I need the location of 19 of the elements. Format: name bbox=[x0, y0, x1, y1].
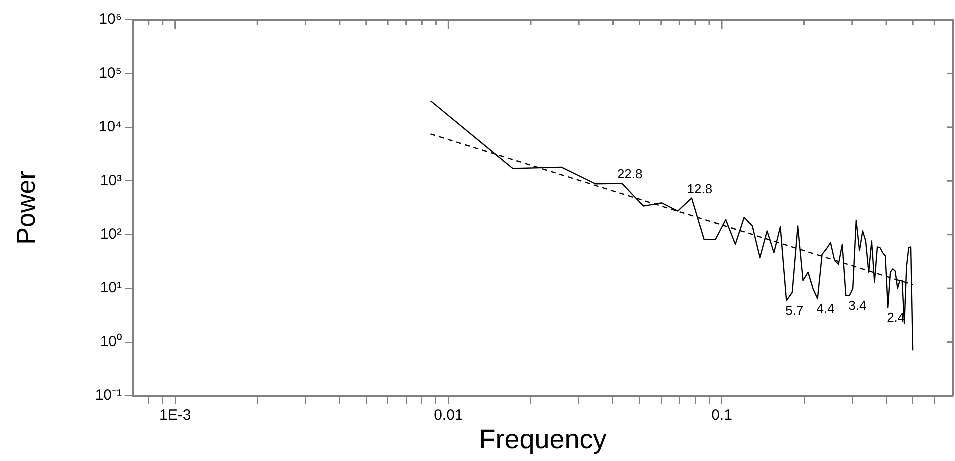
annotation: 5.7 bbox=[786, 302, 804, 318]
y-tick-label: 10⁴ bbox=[98, 118, 122, 136]
x-tick-label: 0.1 bbox=[712, 407, 732, 424]
x-tick-label: 0.01 bbox=[434, 407, 464, 424]
y-tick-label: 10⁵ bbox=[99, 64, 122, 82]
annotation: 3.4 bbox=[848, 298, 867, 313]
x-tick-label: 1E-3 bbox=[159, 407, 192, 424]
y-tick-label: 10⁰ bbox=[100, 333, 122, 350]
y-tick-label: 10⁶ bbox=[99, 11, 122, 28]
y-tick-label: 10⁻¹ bbox=[95, 387, 122, 404]
y-tick-label: 10² bbox=[100, 226, 122, 243]
y-axis-title: Power bbox=[10, 170, 41, 245]
y-tick-label: 10¹ bbox=[100, 280, 122, 297]
y-tick-label: 10³ bbox=[100, 172, 122, 190]
annotation: 22.8 bbox=[617, 166, 643, 182]
annotation: 4.4 bbox=[816, 301, 835, 316]
annotation: 12.8 bbox=[687, 181, 713, 196]
x-axis-title: Frequency bbox=[479, 424, 608, 454]
annotation: 2.4 bbox=[887, 310, 906, 325]
